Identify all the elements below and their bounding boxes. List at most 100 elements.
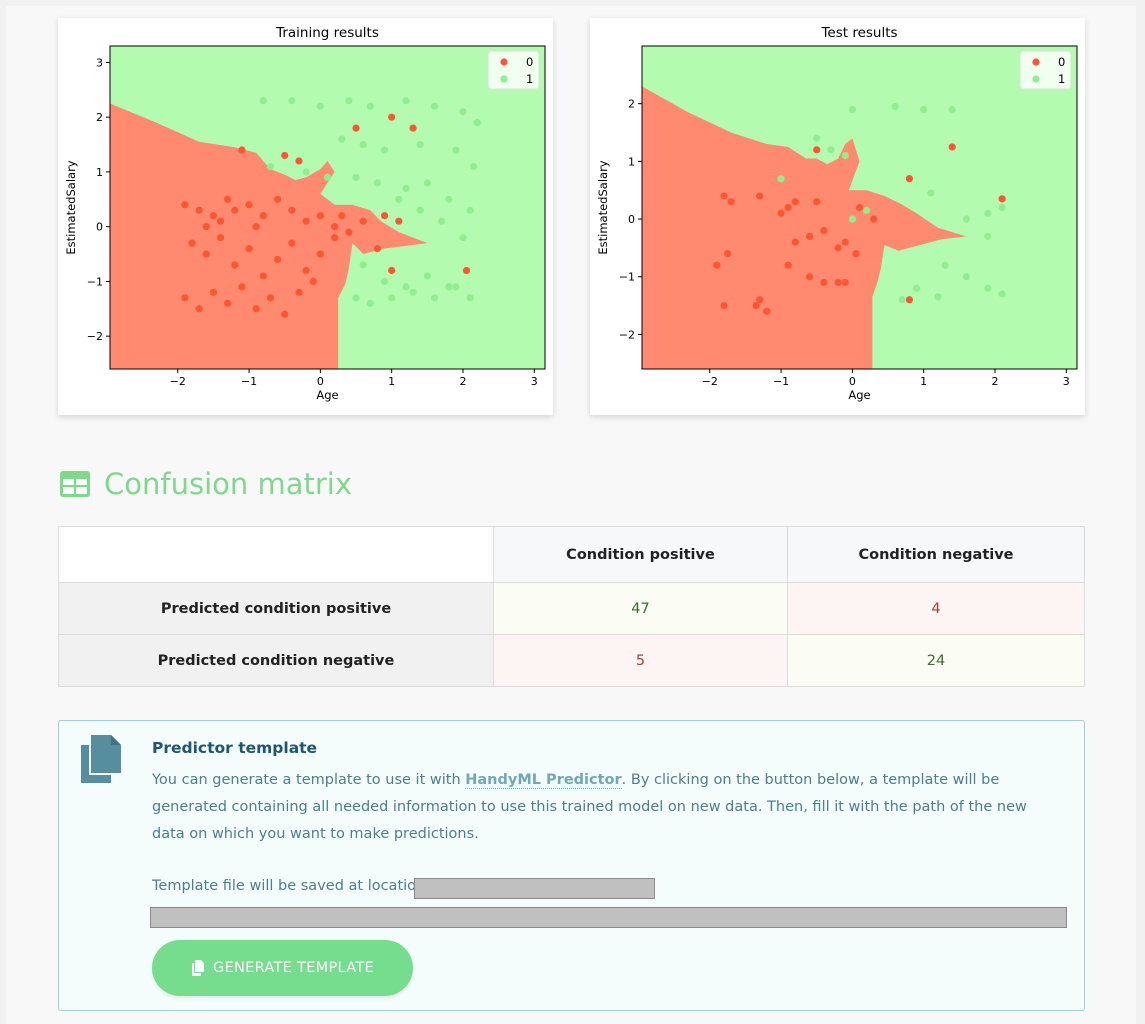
x-tick-label: 3 [531,375,538,388]
data-point-class-0 [841,238,849,246]
false-positive-cell: 4 [787,582,1085,635]
template-path-input[interactable] [150,907,1067,928]
row-header-predicted-negative: Predicted condition negative [58,634,494,687]
data-point-class-1 [423,272,431,280]
y-tick-label: 1 [628,155,635,168]
data-point-class-0 [409,124,417,132]
data-point-class-1 [984,209,992,217]
data-point-class-0 [224,195,232,203]
data-point-class-0 [998,195,1006,203]
legend-label: 1 [1058,72,1065,86]
confusion-matrix-table: Condition positive Condition negative Pr… [58,526,1085,687]
data-point-class-0 [784,261,792,269]
y-axis-label: EstimatedSalary [596,160,610,254]
data-point-class-1 [288,97,296,105]
data-point-class-1 [984,232,992,240]
data-point-class-1 [891,102,899,111]
test-results-card: −2 −1 0 1 2 3 2 1 0 −1 −2 Test results Age EstimatedS… [590,18,1085,415]
class-0-region [110,103,428,370]
data-point-class-1 [430,294,439,302]
data-point-class-0 [216,234,225,242]
data-point-class-0 [188,239,196,247]
y-tick-label: 1 [96,166,103,179]
data-point-class-0 [202,223,210,231]
data-point-class-1 [777,175,785,183]
table-row: Predicted condition positive 47 4 [58,582,1085,635]
data-point-class-0 [462,266,471,275]
data-point-class-1 [898,296,906,304]
data-point-class-0 [295,288,303,296]
data-point-class-0 [245,201,253,209]
data-point-class-0 [834,244,842,252]
data-point-class-0 [870,215,878,223]
data-point-class-0 [905,175,914,183]
data-point-class-0 [245,244,253,253]
data-point-class-0 [202,250,210,258]
data-point-class-0 [252,223,260,231]
data-point-class-0 [784,203,792,212]
data-point-class-1 [402,184,410,192]
data-point-class-1 [338,135,346,143]
true-negative-cell: 24 [787,634,1085,687]
data-point-class-1 [409,288,417,296]
x-axis-label: Age [316,388,338,402]
y-tick-label: −2 [87,330,103,343]
data-point-class-1 [323,173,332,181]
x-tick-label: 2 [991,375,998,388]
data-point-class-1 [452,146,460,154]
x-tick-label: 2 [459,375,466,388]
legend-label: 0 [526,55,533,69]
data-point-class-1 [962,273,971,281]
data-point-class-0 [252,305,260,313]
data-point-class-1 [359,140,367,149]
data-point-class-0 [813,146,821,154]
handyml-predictor-link[interactable]: HandyML Predictor [465,772,622,789]
data-point-class-0 [713,261,721,269]
data-point-class-0 [316,250,324,258]
data-point-class-1 [848,215,856,223]
predictor-description: You can generate a template to use it wi… [152,767,1052,848]
y-tick-label: 2 [96,111,103,124]
data-point-class-1 [998,290,1006,298]
data-point-class-0 [813,198,821,206]
x-tick-label: 0 [849,375,856,388]
data-point-class-1 [423,179,431,187]
data-point-class-1 [359,261,367,269]
training-results-chart: −2 −1 0 1 2 3 3 2 1 0 −1 −2 Training results Age Estim… [64,25,546,402]
col-header-condition-positive: Condition positive [493,526,788,583]
y-tick-label: −1 [87,275,103,288]
data-point-class-1 [466,294,474,302]
x-tick-label: 3 [1063,375,1070,388]
data-point-class-0 [820,278,828,287]
data-point-class-0 [752,301,760,310]
data-point-class-1 [416,140,424,149]
test-results-chart: −2 −1 0 1 2 3 2 1 0 −1 −2 Test results Age EstimatedS… [596,25,1078,402]
x-tick-label: −1 [773,375,789,388]
data-point-class-1 [402,283,410,291]
data-point-class-0 [238,283,246,291]
legend-marker [500,75,508,83]
data-point-class-0 [805,232,814,240]
data-point-class-1 [380,146,389,154]
plot-frame [641,45,1078,370]
data-point-class-1 [395,195,403,203]
data-point-class-0 [395,217,403,225]
x-axis-label: Age [848,388,870,402]
data-point-class-0 [388,266,396,275]
data-point-class-0 [380,212,389,220]
data-point-class-1 [302,168,310,176]
data-point-class-1 [445,195,453,203]
data-point-class-0 [181,294,189,302]
data-point-class-0 [345,228,353,236]
y-axis-label: EstimatedSalary [64,160,78,254]
data-point-class-0 [316,212,324,220]
data-point-class-0 [841,278,849,287]
copy-document-icon [81,735,121,783]
col-header-condition-negative: Condition negative [787,526,1085,583]
generate-template-label: GENERATE TEMPLATE [213,960,374,976]
data-point-class-1 [459,234,467,242]
legend-marker [500,58,508,66]
generate-template-button[interactable]: GENERATE TEMPLATE [152,940,413,996]
data-point-class-1 [452,283,460,291]
location-input[interactable] [414,878,655,899]
